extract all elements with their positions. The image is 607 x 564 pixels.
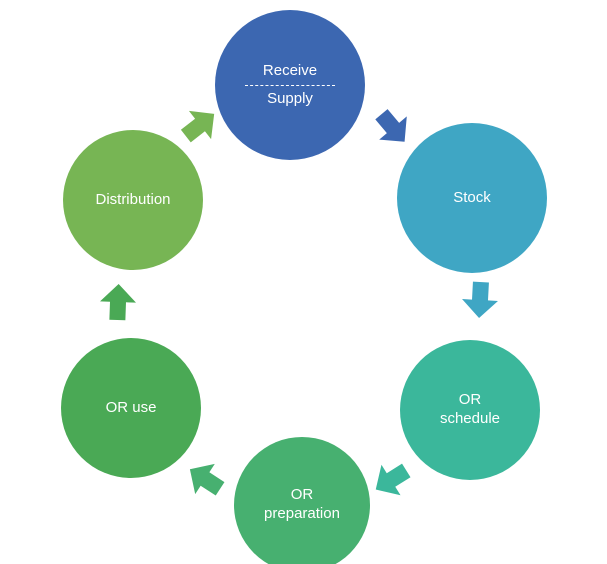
cycle-diagram: Receive Supply Stock OR schedule OR preparat… bbox=[0, 0, 607, 564]
node-stock: Stock bbox=[397, 123, 547, 273]
node-or-schedule: OR schedule bbox=[400, 340, 540, 480]
arrow-stock-to-or-schedule bbox=[459, 279, 501, 321]
node-label: OR use bbox=[106, 399, 157, 418]
node-or-use: OR use bbox=[61, 338, 201, 478]
node-label: Distribution bbox=[95, 191, 170, 210]
arrow-or-schedule-to-or-preparation bbox=[363, 452, 418, 507]
node-receive-supply: Receive Supply bbox=[215, 10, 365, 160]
arrow-or-use-to-distribution bbox=[97, 281, 138, 322]
arrow-receive-supply-to-stock bbox=[365, 100, 421, 156]
node-label: OR preparation bbox=[264, 486, 340, 524]
node-label: Stock bbox=[453, 189, 491, 208]
node-or-preparation: OR preparation bbox=[234, 437, 370, 564]
node-label: OR schedule bbox=[440, 391, 500, 429]
divider-line bbox=[245, 85, 335, 86]
node-distribution: Distribution bbox=[63, 130, 203, 270]
arrow-or-preparation-to-or-use bbox=[177, 451, 232, 506]
node-label-bottom: Supply bbox=[267, 90, 313, 109]
node-label-top: Receive bbox=[263, 62, 317, 81]
